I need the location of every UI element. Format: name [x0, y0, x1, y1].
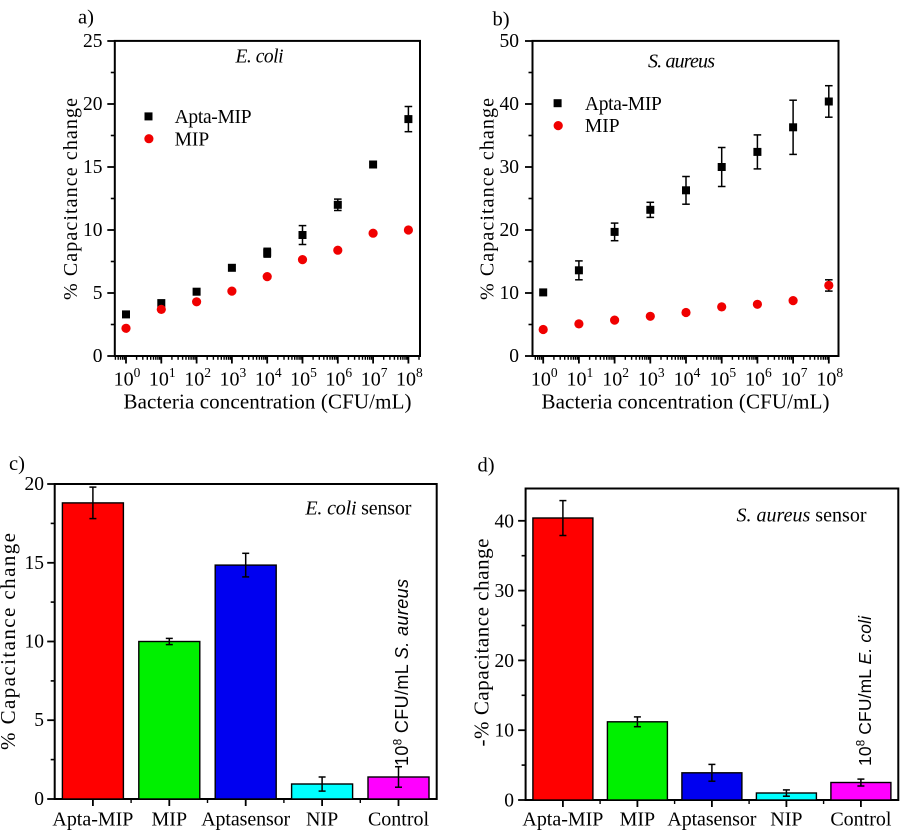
svg-text:E. coli sensor: E. coli sensor	[304, 498, 411, 520]
svg-text:Apta-MIP: Apta-MIP	[175, 107, 252, 128]
svg-text:0: 0	[34, 789, 44, 810]
svg-text:20: 20	[83, 94, 103, 115]
svg-text:S. aureus: S. aureus	[648, 51, 715, 73]
svg-text:50: 50	[500, 31, 520, 52]
svg-text:NIP: NIP	[770, 809, 802, 831]
svg-text:% Capacitance change: % Capacitance change	[477, 98, 499, 300]
svg-text:10: 10	[83, 220, 103, 241]
svg-text:Control: Control	[830, 809, 892, 831]
svg-text:0: 0	[504, 791, 514, 812]
svg-text:0: 0	[93, 346, 103, 367]
svg-text:108 CFU/mL S. aureus: 108 CFU/mL S. aureus	[392, 579, 412, 766]
svg-text:-% Capacitance change: -% Capacitance change	[470, 539, 494, 747]
svg-text:10: 10	[25, 632, 45, 653]
svg-text:0: 0	[509, 346, 519, 367]
svg-text:d): d)	[478, 455, 495, 477]
svg-text:20: 20	[25, 474, 45, 495]
svg-text:15: 15	[25, 553, 45, 574]
svg-text:E. coli: E. coli	[235, 47, 284, 68]
svg-text:Aptasensor: Aptasensor	[201, 809, 290, 831]
svg-text:Apta-MIP: Apta-MIP	[52, 809, 133, 831]
svg-text:Bacteria concentration (CFU/mL: Bacteria concentration (CFU/mL)	[124, 390, 412, 414]
svg-text:a): a)	[78, 7, 94, 29]
svg-text:% Capacitance change: % Capacitance change	[60, 98, 82, 300]
svg-text:Apta-MIP: Apta-MIP	[522, 809, 603, 831]
svg-text:25: 25	[83, 31, 103, 52]
svg-text:MIP: MIP	[175, 129, 210, 150]
svg-text:108 CFU/mL E. coli: 108 CFU/mL E. coli	[855, 615, 875, 766]
svg-text:MIP: MIP	[620, 809, 656, 831]
svg-text:15: 15	[83, 157, 103, 178]
svg-text:NIP: NIP	[306, 809, 338, 831]
svg-text:5: 5	[34, 710, 44, 731]
svg-text:S. aureus sensor: S. aureus sensor	[737, 505, 867, 527]
svg-text:30: 30	[500, 157, 520, 178]
svg-text:20: 20	[495, 651, 515, 672]
svg-text:5: 5	[93, 283, 103, 304]
svg-text:30: 30	[495, 581, 515, 602]
svg-text:Bacteria concentration (CFU/mL: Bacteria concentration (CFU/mL)	[542, 390, 830, 414]
svg-text:MIP: MIP	[585, 116, 620, 137]
svg-text:40: 40	[495, 511, 515, 532]
svg-text:MIP: MIP	[152, 809, 188, 831]
svg-text:c): c)	[9, 453, 25, 475]
svg-text:Aptasensor: Aptasensor	[667, 809, 756, 831]
svg-text:40: 40	[500, 94, 520, 115]
svg-text:% Capacitance change: % Capacitance change	[0, 533, 20, 750]
svg-text:10: 10	[495, 721, 515, 742]
svg-text:b): b)	[493, 9, 510, 31]
svg-text:20: 20	[500, 220, 520, 241]
svg-text:Control: Control	[368, 809, 430, 831]
svg-text:Apta-MIP: Apta-MIP	[585, 94, 662, 115]
svg-text:10: 10	[500, 283, 520, 304]
